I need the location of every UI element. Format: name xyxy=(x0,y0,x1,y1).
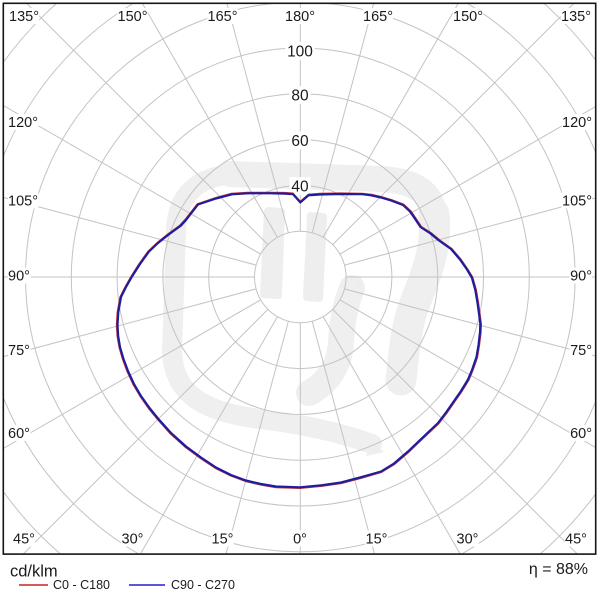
svg-text:40: 40 xyxy=(291,179,309,196)
svg-text:120°: 120° xyxy=(562,115,592,131)
svg-text:135°: 135° xyxy=(9,9,39,25)
svg-text:60°: 60° xyxy=(8,426,30,442)
svg-text:0°: 0° xyxy=(293,532,307,548)
svg-text:45°: 45° xyxy=(13,532,35,548)
svg-text:45°: 45° xyxy=(565,532,587,548)
svg-text:C0 - C180: C0 - C180 xyxy=(53,578,110,592)
svg-text:120°: 120° xyxy=(8,115,38,131)
svg-text:η = 88%: η = 88% xyxy=(529,561,588,578)
svg-text:C90 - C270: C90 - C270 xyxy=(171,578,235,592)
svg-text:90°: 90° xyxy=(570,269,592,285)
svg-text:15°: 15° xyxy=(366,532,388,548)
svg-text:105°: 105° xyxy=(562,194,592,210)
svg-text:30°: 30° xyxy=(122,532,144,548)
svg-text:165°: 165° xyxy=(363,9,393,25)
svg-text:60°: 60° xyxy=(570,426,592,442)
svg-text:105°: 105° xyxy=(8,194,38,210)
svg-text:cd/klm: cd/klm xyxy=(10,563,58,581)
svg-text:75°: 75° xyxy=(570,343,592,359)
svg-text:135°: 135° xyxy=(561,9,591,25)
svg-text:150°: 150° xyxy=(453,9,483,25)
svg-text:150°: 150° xyxy=(118,9,148,25)
svg-text:80: 80 xyxy=(291,88,309,105)
svg-text:180°: 180° xyxy=(285,9,315,25)
svg-text:100: 100 xyxy=(287,44,313,61)
svg-text:30°: 30° xyxy=(457,532,479,548)
svg-text:90°: 90° xyxy=(8,269,30,285)
svg-text:165°: 165° xyxy=(208,9,238,25)
svg-text:75°: 75° xyxy=(8,343,30,359)
svg-text:60: 60 xyxy=(291,133,309,150)
svg-text:15°: 15° xyxy=(212,532,234,548)
